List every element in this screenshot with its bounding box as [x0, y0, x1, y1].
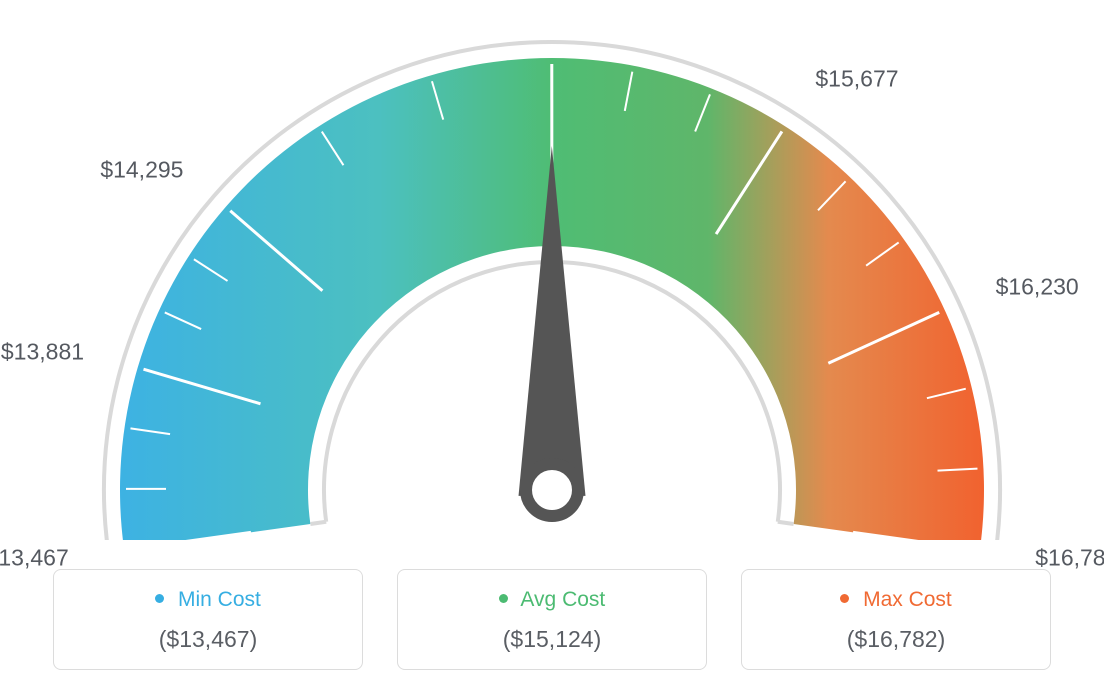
- legend-card-max: Max Cost ($16,782): [741, 569, 1051, 670]
- legend-title-avg: Avg Cost: [408, 588, 696, 612]
- legend-value-min: ($13,467): [64, 626, 352, 653]
- legend-title-text-avg: Avg Cost: [520, 588, 605, 611]
- gauge-tick-label: $13,467: [0, 544, 69, 571]
- legend-dot-avg: [499, 594, 508, 603]
- gauge-svg: [0, 0, 1104, 540]
- legend-title-min: Min Cost: [64, 588, 352, 612]
- legend-card-min: Min Cost ($13,467): [53, 569, 363, 670]
- cost-gauge-container: $13,467 $13,881 $14,295 $15,124 $15,677 $16,2…: [0, 0, 1104, 690]
- legend-title-text-min: Min Cost: [178, 588, 261, 611]
- legend-title-max: Max Cost: [752, 588, 1040, 612]
- legend-card-avg: Avg Cost ($15,124): [397, 569, 707, 670]
- gauge-tick-label: $15,124: [510, 0, 593, 2]
- legend-title-text-max: Max Cost: [863, 588, 952, 611]
- gauge-tick-label: $13,881: [1, 338, 84, 365]
- gauge-tick-label: $16,782: [1035, 544, 1104, 571]
- gauge-tick-label: $16,230: [996, 273, 1079, 300]
- legend-dot-max: [840, 594, 849, 603]
- legend-row: Min Cost ($13,467) Avg Cost ($15,124) Ma…: [0, 569, 1104, 670]
- gauge-tick-label: $15,677: [815, 66, 898, 93]
- legend-value-max: ($16,782): [752, 626, 1040, 653]
- gauge-chart: $13,467$13,881$14,295$15,124$15,677$16,2…: [0, 0, 1104, 540]
- legend-dot-min: [155, 594, 164, 603]
- gauge-tick-label: $14,295: [100, 157, 183, 184]
- legend-value-avg: ($15,124): [408, 626, 696, 653]
